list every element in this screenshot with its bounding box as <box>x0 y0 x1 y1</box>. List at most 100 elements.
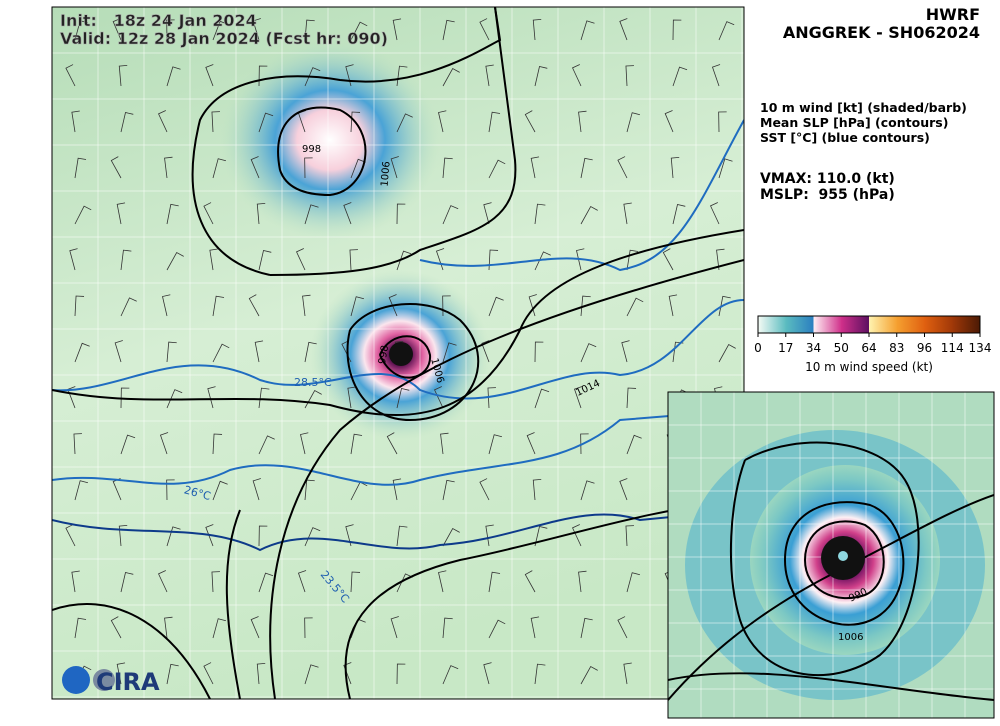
slp-contour <box>269 7 517 276</box>
wind-barb <box>302 294 311 317</box>
logo-text: CIRA <box>96 668 160 696</box>
wind-barb <box>74 295 85 317</box>
wind-barb <box>304 19 315 41</box>
wind-barb <box>392 478 402 501</box>
sst-label: 28.5°C <box>294 376 332 389</box>
wind-barb <box>619 18 628 41</box>
slp-contour <box>225 509 241 699</box>
colorbar-segment <box>896 316 925 333</box>
colorbar-segment <box>869 316 898 333</box>
map-frame <box>51 6 745 700</box>
wind-barb <box>619 478 628 501</box>
wind-barb <box>159 432 169 455</box>
colorbar-tick-label: 64 <box>861 341 876 355</box>
wind-barb <box>118 524 128 547</box>
wind-barb <box>530 616 540 639</box>
wind-barb <box>626 297 644 317</box>
storm-center <box>389 342 413 366</box>
wind-barb <box>162 294 171 317</box>
wind-barb <box>580 205 598 225</box>
wind-barb <box>120 387 130 409</box>
wind-barb <box>442 342 457 363</box>
wind-barb <box>532 18 542 41</box>
wind-barb <box>71 110 80 133</box>
slp-contour <box>784 501 905 626</box>
wind-barb <box>258 525 268 547</box>
wind-barb <box>205 524 214 547</box>
wind-barb <box>617 616 628 639</box>
wind-barb <box>252 18 261 41</box>
model-name: HWRF <box>926 5 980 24</box>
wind-barb <box>164 616 173 639</box>
wind-shading <box>220 40 440 240</box>
wind-barb <box>250 616 260 639</box>
wind-barb <box>534 526 548 547</box>
wind-barb <box>580 295 591 317</box>
wind-barb <box>390 156 399 179</box>
wind-barb <box>258 572 274 593</box>
wind-barb <box>487 387 496 409</box>
wind-barb <box>718 158 733 179</box>
logo: CIRA <box>62 666 160 696</box>
wind-barb <box>390 616 399 639</box>
wind-barb <box>120 112 134 133</box>
colorbar-tick-label: 134 <box>969 341 992 355</box>
inset-map: 990 1006 <box>668 392 994 718</box>
wind-barb <box>345 524 354 547</box>
wind-barb <box>534 203 546 225</box>
sst-contour <box>52 409 744 486</box>
wind-barb <box>118 64 128 87</box>
wind-barb <box>65 64 76 87</box>
wind-barb <box>211 571 220 593</box>
wind-barb <box>114 340 123 363</box>
wind-barb <box>166 526 181 547</box>
inset-frame <box>667 391 995 719</box>
valid-time: Valid: 12z 28 Jan 2024 (Fcst hr: 090) <box>60 29 388 48</box>
wind-barb <box>207 386 216 409</box>
wind-barb <box>73 433 82 455</box>
slp-contour <box>52 229 744 417</box>
wind-barb <box>623 202 632 225</box>
colorbar: 0 17 34 50 64 83 96 114 134 <box>754 315 992 355</box>
storm-name: ANGGREK - SH062024 <box>783 23 980 42</box>
wind-barb <box>485 64 494 87</box>
sst-contour <box>419 119 744 272</box>
slp-contour <box>52 602 211 699</box>
wind-barb <box>164 156 173 179</box>
lat-lon-grid <box>52 7 744 699</box>
slp-contour <box>668 672 994 701</box>
wind-barb <box>534 341 544 363</box>
slp-contour <box>729 441 920 677</box>
wind-barb <box>116 202 126 225</box>
wind-barb <box>71 570 80 593</box>
wind-barb <box>392 18 402 41</box>
wind-barb <box>626 249 639 271</box>
wind-barb <box>212 20 228 41</box>
wind-barb <box>396 525 408 547</box>
wind-barb <box>112 18 122 41</box>
wind-barb <box>110 616 122 639</box>
wind-barb <box>74 617 87 639</box>
wind-barb <box>166 66 181 87</box>
wind-barb <box>488 249 499 271</box>
wind-barb <box>488 571 501 593</box>
wind-barb <box>212 343 230 363</box>
wind-barb <box>440 432 449 455</box>
wind-barb <box>716 248 725 271</box>
wind-barb <box>304 664 319 685</box>
wind-barb <box>442 479 455 501</box>
colorbar-tick-label: 34 <box>806 341 821 355</box>
wind-barb <box>304 204 319 225</box>
wind-barb <box>350 571 361 593</box>
wind-barb <box>396 663 406 685</box>
wind-barb <box>69 248 78 271</box>
wind-barb <box>626 572 641 593</box>
wind-barb <box>625 65 634 87</box>
wind-barb <box>710 202 720 225</box>
wind-barb <box>212 158 227 179</box>
wind-barb <box>670 156 680 179</box>
wind-barb <box>623 662 632 685</box>
wind-barb <box>386 432 398 455</box>
wind-barb <box>396 250 412 271</box>
wind-barb <box>350 111 361 133</box>
